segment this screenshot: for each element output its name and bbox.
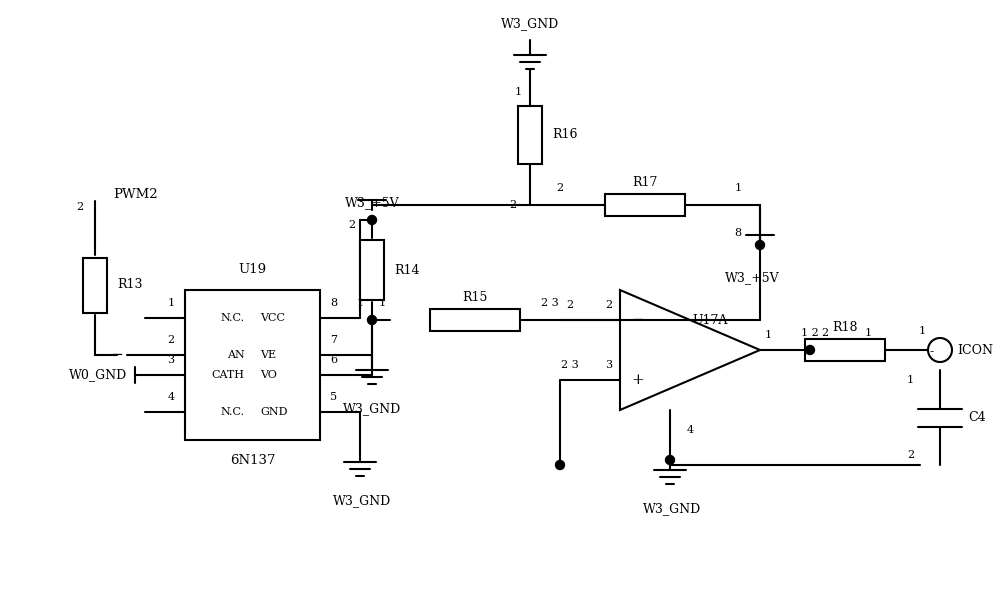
Text: W3_GND: W3_GND (333, 494, 391, 507)
Text: 1: 1 (514, 87, 522, 97)
Text: 6N137: 6N137 (230, 454, 275, 467)
Text: VCC: VCC (260, 313, 286, 323)
Text: W3_+5V: W3_+5V (345, 196, 399, 209)
Text: 4: 4 (167, 392, 175, 402)
Text: 1: 1 (918, 326, 926, 336)
Text: R16: R16 (552, 129, 578, 142)
Circle shape (368, 316, 376, 325)
Text: 7: 7 (330, 335, 338, 345)
Text: R13: R13 (117, 279, 143, 291)
Bar (360, 240, 384, 300)
Text: 2: 2 (821, 328, 829, 338)
Text: R15: R15 (462, 291, 488, 304)
Text: 4: 4 (686, 425, 694, 435)
Text: PWM2: PWM2 (113, 188, 158, 201)
Text: +: + (632, 373, 644, 387)
Text: 2: 2 (605, 300, 612, 310)
Text: 5: 5 (330, 392, 338, 402)
Text: W3_GND: W3_GND (501, 17, 559, 30)
Text: 3: 3 (605, 360, 612, 370)
Text: 8: 8 (734, 228, 742, 238)
Text: W0_GND: W0_GND (69, 368, 127, 382)
Text: R14: R14 (394, 264, 420, 276)
Text: 2: 2 (167, 335, 175, 345)
Text: -: - (930, 346, 934, 358)
Text: AN: AN (227, 350, 244, 360)
Circle shape (556, 460, 564, 469)
Text: 2: 2 (76, 202, 83, 212)
Text: 3: 3 (167, 355, 175, 365)
Text: GND: GND (260, 407, 288, 417)
Text: R18: R18 (832, 321, 858, 334)
Bar (518, 106, 542, 164)
Text: C4: C4 (968, 411, 986, 424)
Circle shape (756, 240, 765, 249)
Text: 1: 1 (864, 328, 872, 338)
Text: 6: 6 (330, 355, 338, 365)
Bar (185, 290, 320, 440)
Circle shape (368, 215, 376, 224)
Bar (805, 339, 885, 361)
Bar (605, 194, 685, 216)
Text: 8: 8 (330, 298, 338, 308)
Text: N.C.: N.C. (220, 313, 244, 323)
Text: U19: U19 (238, 263, 267, 276)
Circle shape (806, 346, 814, 355)
Text: 1: 1 (734, 183, 742, 193)
Text: −: − (632, 313, 644, 327)
Text: W3_GND: W3_GND (343, 402, 401, 415)
Circle shape (666, 456, 674, 465)
Text: 1: 1 (907, 375, 914, 385)
Bar (83, 258, 107, 313)
Text: VO: VO (260, 370, 277, 380)
Text: 2 3: 2 3 (561, 360, 579, 370)
Text: 2: 2 (907, 450, 914, 460)
Text: 2: 2 (566, 300, 574, 310)
Text: W3_GND: W3_GND (643, 502, 701, 515)
Text: 1 2: 1 2 (801, 328, 819, 338)
Bar (430, 309, 520, 331)
Text: 2: 2 (509, 200, 516, 210)
Text: ICON: ICON (957, 343, 993, 356)
Text: −: − (111, 348, 123, 362)
Text: VE: VE (260, 350, 277, 360)
Text: 1: 1 (167, 298, 175, 308)
Text: 2: 2 (348, 220, 356, 230)
Text: 2: 2 (556, 183, 564, 193)
Text: 1: 1 (378, 298, 386, 308)
Text: 2 3: 2 3 (541, 298, 559, 308)
Text: 1: 1 (765, 330, 772, 340)
Text: N.C.: N.C. (220, 407, 244, 417)
Text: CATH: CATH (212, 370, 244, 380)
Text: R17: R17 (632, 176, 658, 189)
Text: U17A: U17A (692, 313, 728, 327)
Text: 1: 1 (357, 298, 364, 308)
Text: W3_+5V: W3_+5V (725, 271, 779, 284)
